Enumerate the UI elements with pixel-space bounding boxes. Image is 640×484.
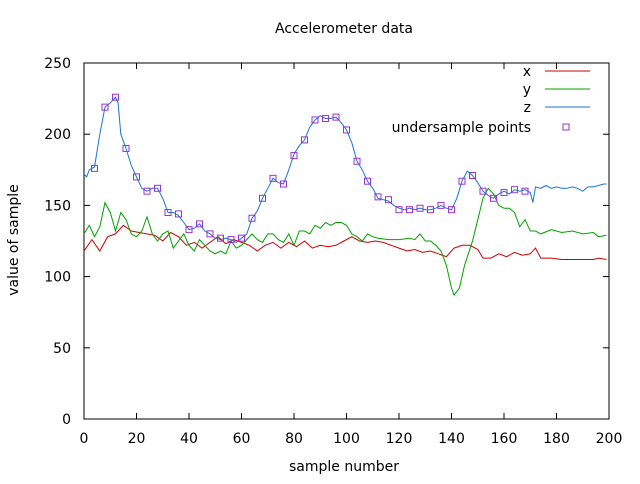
- legend-label-z: z: [524, 100, 531, 116]
- undersample-point-marker: [248, 214, 256, 222]
- undersample-point-marker: [280, 180, 287, 188]
- undersample-point-marker: [112, 93, 119, 101]
- undersample-point-marker: [311, 116, 319, 124]
- undersample-point-marker: [479, 187, 487, 195]
- undersample-point-marker: [269, 174, 277, 182]
- x-tick-label: 140: [438, 431, 465, 447]
- undersample-point-marker: [259, 194, 266, 202]
- undersample-point-marker: [101, 103, 109, 111]
- x-axis-label: sample number: [289, 459, 399, 475]
- x-tick-label: 20: [128, 431, 146, 447]
- series-z-line: [83, 96, 607, 243]
- undersample-point-marker: [385, 196, 392, 204]
- legend-swatch-undersample-points: [562, 123, 570, 131]
- undersample-point-marker: [427, 206, 434, 214]
- series-x-line: [83, 224, 607, 260]
- undersample-point-marker: [290, 152, 298, 160]
- x-tick-label: 60: [233, 431, 251, 447]
- x-tick-label: 80: [285, 431, 303, 447]
- undersample-point-marker: [206, 230, 214, 238]
- undersample-point-marker: [238, 234, 245, 242]
- undersample-point-marker: [437, 201, 445, 209]
- undersample-point-marker: [143, 187, 151, 195]
- y-tick-label: 200: [44, 127, 71, 143]
- y-tick-label: 0: [62, 412, 71, 428]
- undersample-point-marker: [500, 189, 508, 197]
- undersample-point-marker: [395, 206, 403, 214]
- undersample-point-marker: [122, 144, 130, 152]
- series-y-line: [83, 187, 607, 297]
- x-tick-label: 0: [80, 431, 89, 447]
- y-tick-label: 50: [53, 341, 71, 357]
- undersample-point-marker: [196, 220, 203, 228]
- y-axis-label: value of sample: [6, 184, 22, 296]
- undersample-point-marker: [91, 164, 98, 172]
- x-tick-label: 160: [491, 431, 518, 447]
- undersample-point-marker: [406, 206, 413, 214]
- undersample-point-marker: [521, 187, 529, 195]
- x-tick-label: 100: [333, 431, 360, 447]
- undersample-point-marker: [343, 126, 350, 134]
- y-tick-label: 100: [44, 270, 71, 286]
- undersample-point-marker: [364, 177, 371, 185]
- y-tick-label: 250: [44, 56, 71, 72]
- x-tick-label: 40: [180, 431, 198, 447]
- undersample-point-marker: [332, 113, 340, 121]
- undersample-point-marker: [154, 184, 161, 192]
- undersample-point-marker: [227, 236, 235, 244]
- undersample-point-marker: [322, 115, 329, 123]
- undersample-point-marker: [164, 209, 172, 217]
- undersample-point-marker: [133, 173, 140, 181]
- undersample-point-marker: [353, 157, 361, 165]
- undersample-point-marker: [511, 186, 518, 194]
- legend-label-x: x: [523, 64, 531, 80]
- x-tick-label: 120: [386, 431, 413, 447]
- x-tick-label: 200: [596, 431, 623, 447]
- undersample-point-marker: [217, 234, 224, 242]
- undersample-point-marker: [374, 193, 382, 201]
- undersample-point-marker: [175, 210, 182, 218]
- undersample-point-marker: [301, 136, 308, 144]
- chart-title: Accelerometer data: [275, 21, 413, 37]
- undersample-point-marker: [458, 177, 466, 185]
- undersample-point-marker: [448, 206, 455, 214]
- x-tick-label: 180: [543, 431, 570, 447]
- y-tick-label: 150: [44, 198, 71, 214]
- legend-label-y: y: [523, 82, 531, 98]
- undersample-point-marker: [469, 171, 476, 179]
- undersample-point-marker: [490, 194, 497, 202]
- undersample-point-marker: [416, 204, 424, 212]
- legend-label-undersample-points: undersample points: [392, 120, 531, 136]
- undersample-point-marker: [185, 226, 193, 234]
